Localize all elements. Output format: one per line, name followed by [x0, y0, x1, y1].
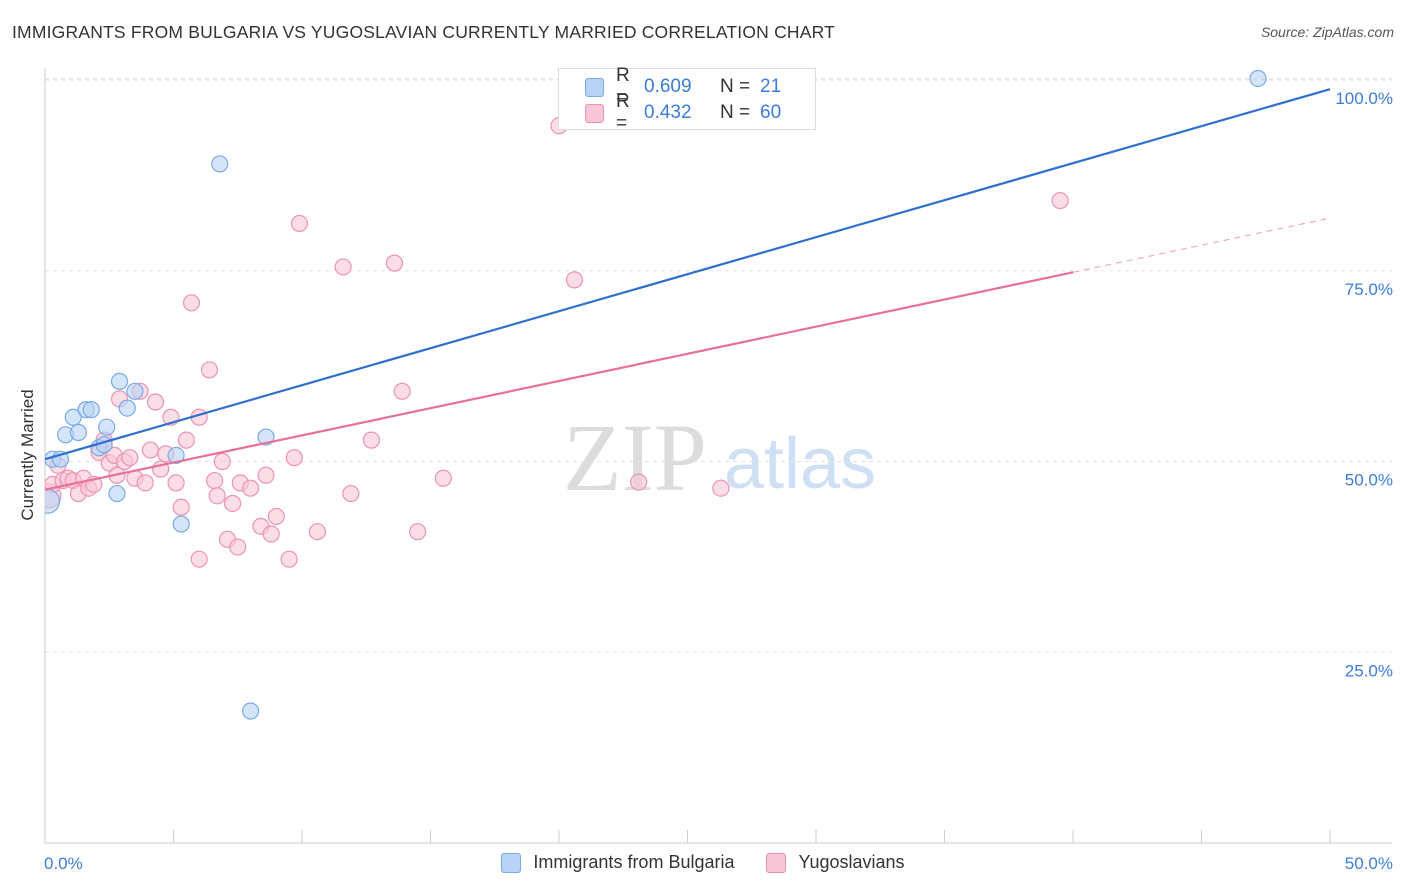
yugoslavian-point [385, 254, 404, 272]
correlation-legend: R = 0.609 N = 21 R = 0.432 N = 60 [558, 65, 816, 134]
bulgaria-point [242, 702, 260, 720]
y-axis-label: Currently Married [18, 389, 37, 521]
legend-r-label: R = [616, 65, 630, 108]
series-name-yugoslavians: Yugoslavians [798, 852, 905, 872]
yugoslavian-point [434, 469, 452, 487]
yugoslavian-point [280, 550, 298, 568]
yugoslavian-point [257, 466, 275, 484]
series-legend-item-bulgaria: Immigrants from Bulgaria [501, 852, 734, 873]
y-tick-label: 100.0% [1335, 89, 1393, 108]
yugoslavians-trend-extension [1072, 217, 1331, 273]
yugoslavian-point [334, 258, 352, 276]
yugoslavian-point [290, 214, 309, 233]
legend-n-label: N = [720, 102, 751, 123]
yugoslavian-point [342, 484, 360, 503]
yugoslavian-point [141, 441, 159, 459]
y-tick-label: 50.0% [1345, 471, 1393, 490]
series-name-bulgaria: Immigrants from Bulgaria [533, 852, 735, 872]
x-tick-label-min: 0.0% [44, 854, 83, 873]
legend-r-label: R = [616, 91, 630, 134]
bulgaria-point [82, 401, 100, 419]
bulgaria-point [211, 155, 229, 173]
yugoslavian-point [213, 452, 231, 471]
yugoslavian-point [262, 525, 280, 543]
yugoslavian-point [565, 271, 584, 289]
source-label: Source: ZipAtlas.com [1260, 24, 1394, 40]
yugoslavian-point [267, 507, 285, 526]
yugoslavian-point [146, 393, 165, 411]
yugoslavian-point [200, 361, 219, 379]
watermark-zip: ZIP [563, 404, 707, 511]
yugoslavian-point [177, 431, 195, 449]
yugoslavian-point [167, 474, 185, 492]
yugoslavian-point [630, 473, 648, 491]
yugoslavians-trend-line [44, 271, 1074, 491]
yugoslavian-point [308, 523, 327, 541]
bulgaria-point [118, 399, 136, 417]
legend-n-value-yugoslavians: 60 [760, 102, 782, 123]
yugoslavian-point [172, 498, 190, 516]
yugoslavian-point [1051, 191, 1069, 210]
legend-r-value-yugoslavians: 0.432 [644, 102, 692, 123]
yugoslavian-point [285, 449, 303, 467]
yugoslavian-point [409, 523, 427, 541]
y-tick-label: 75.0% [1345, 280, 1393, 299]
x-tick-label-max: 50.0% [1345, 854, 1393, 873]
yugoslavian-point [712, 479, 730, 497]
legend-row-yugoslavians: R = 0.432 N = 60 [585, 91, 800, 134]
yugoslavian-point [242, 479, 260, 497]
bulgaria-point [167, 446, 185, 464]
bulgaria-point [108, 484, 126, 503]
y-tick-label: 25.0% [1345, 661, 1393, 680]
plot-area [45, 69, 1267, 720]
legend-r-value-bulgaria: 0.609 [644, 76, 692, 97]
legend-swatch-bulgaria [585, 77, 604, 97]
bulgaria-point [110, 372, 129, 390]
yugoslavian-point [136, 474, 154, 492]
bulgaria-point [172, 515, 190, 533]
yugoslavian-point [208, 487, 226, 505]
yugoslavian-point [206, 471, 224, 490]
bulgaria-point [1249, 69, 1267, 88]
yugoslavian-point [393, 382, 411, 400]
yugoslavian-point [229, 538, 247, 556]
yugoslavian-point [362, 431, 380, 449]
bulgaria-point [69, 423, 88, 442]
bulgaria-point [64, 408, 82, 426]
series-swatch-yugoslavians [766, 852, 787, 873]
series-swatch-bulgaria [501, 852, 522, 873]
legend-swatch-yugoslavians [585, 103, 604, 123]
yugoslavian-point [190, 550, 208, 568]
bulgaria-point [98, 418, 116, 436]
series-legend-item-yugoslavians: Yugoslavians [766, 852, 905, 873]
bulgaria-point [45, 488, 61, 514]
yugoslavian-point [182, 294, 201, 312]
yugoslavian-point [224, 494, 242, 513]
yugoslavian-point [121, 449, 139, 467]
chart-title: IMMIGRANTS FROM BULGARIA VS YUGOSLAVIAN … [12, 22, 836, 42]
bulgaria-point [126, 382, 144, 400]
bulgaria-trend-line [44, 88, 1331, 461]
legend-n-value-bulgaria: 21 [760, 76, 782, 97]
watermark-atlas: atlas [724, 424, 876, 504]
legend-n-label: N = [720, 76, 751, 97]
series-legend: Immigrants from Bulgaria Yugoslavians [0, 852, 1406, 873]
legend-row-bulgaria: R = 0.609 N = 21 [585, 65, 800, 108]
